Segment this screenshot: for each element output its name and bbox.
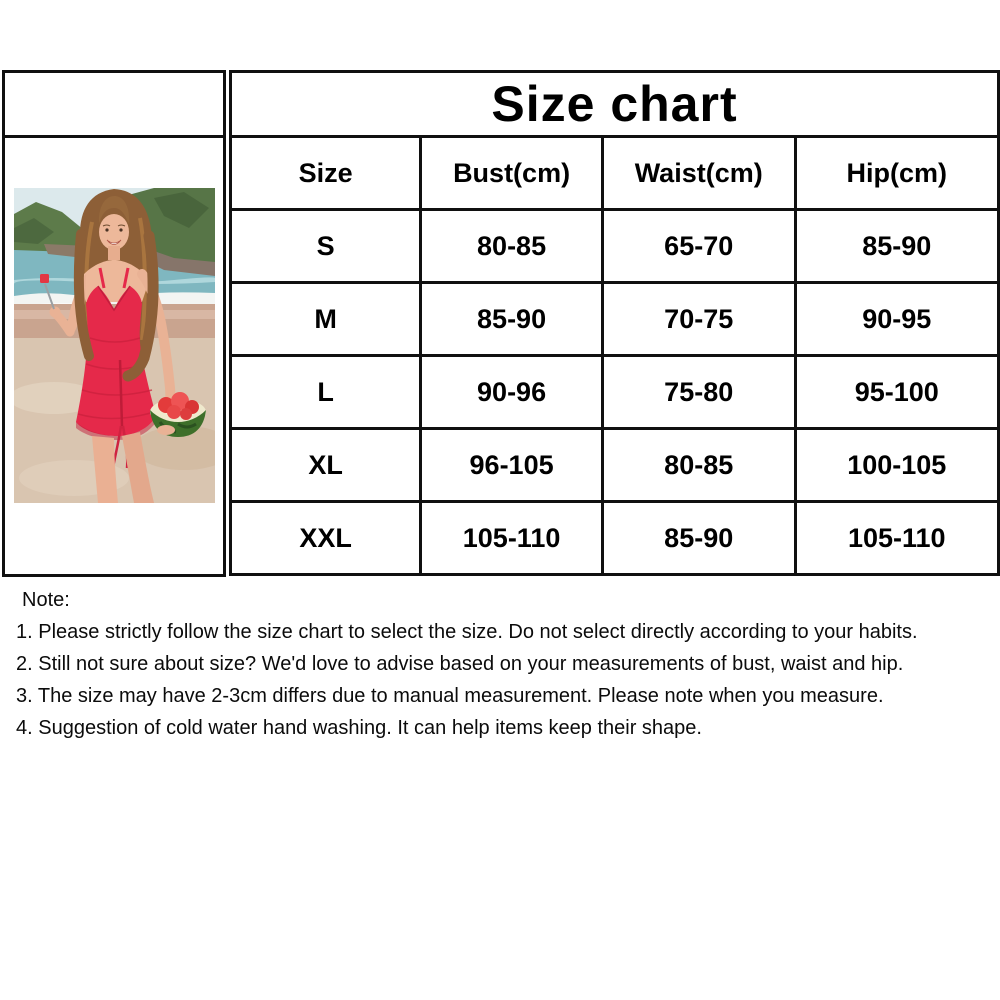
cell-waist: 70-75: [600, 281, 797, 357]
watermelon-cube: [40, 274, 49, 283]
note-item-1: 1. Please strictly follow the size chart…: [16, 621, 918, 643]
note-item-2: 2. Still not sure about size? We'd love …: [16, 653, 904, 675]
face: [98, 196, 130, 250]
cell-bust: 80-85: [419, 208, 604, 284]
product-photo-frame: [2, 70, 226, 577]
col-header-hip: Hip(cm): [793, 135, 1000, 211]
drawstring: [118, 359, 124, 427]
notes-section: Note: 1. Please strictly follow the size…: [16, 584, 1000, 744]
cell-size: XXL: [228, 500, 423, 576]
photo-frame-top-cell: [5, 73, 223, 138]
table-row: XL 96-105 80-85 100-105: [228, 427, 1000, 503]
product-photo: [14, 188, 215, 503]
cell-bust: 96-105: [419, 427, 604, 503]
cell-hip: 90-95: [793, 281, 1000, 357]
size-chart-title: Size chart: [229, 70, 1000, 138]
notes-label: Note:: [22, 589, 70, 611]
cell-bust: 90-96: [419, 354, 604, 430]
cell-size: XL: [228, 427, 423, 503]
cell-size: S: [228, 208, 423, 284]
table-row: M 85-90 70-75 90-95: [228, 281, 1000, 357]
cell-hip: 105-110: [793, 500, 1000, 576]
model: [40, 189, 206, 503]
beach-photo-illustration: [14, 188, 215, 503]
note-item-4: 4. Suggestion of cold water hand washing…: [16, 717, 702, 739]
cell-waist: 75-80: [600, 354, 797, 430]
size-chart-table: Size chart Size Bust(cm) Waist(cm) Hip(c…: [228, 70, 1000, 576]
watermelon-half: [150, 392, 206, 437]
table-row: S 80-85 65-70 85-90: [228, 208, 1000, 284]
legs: [92, 432, 154, 503]
note-item-3: 3. The size may have 2-3cm differs due t…: [16, 685, 884, 707]
col-header-size: Size: [228, 135, 423, 211]
cell-waist: 65-70: [600, 208, 797, 284]
col-header-bust: Bust(cm): [419, 135, 604, 211]
table-row: XXL 105-110 85-90 105-110: [228, 500, 1000, 576]
cell-bust: 85-90: [419, 281, 604, 357]
cell-size: L: [228, 354, 423, 430]
fork: [44, 283, 55, 310]
cell-size: M: [228, 281, 423, 357]
cell-bust: 105-110: [419, 500, 604, 576]
cell-hip: 100-105: [793, 427, 1000, 503]
cell-waist: 80-85: [600, 427, 797, 503]
cell-waist: 85-90: [600, 500, 797, 576]
table-row: L 90-96 75-80 95-100: [228, 354, 1000, 430]
cell-hip: 85-90: [793, 208, 1000, 284]
table-header-row: Size Bust(cm) Waist(cm) Hip(cm): [228, 135, 1000, 211]
cell-hip: 95-100: [793, 354, 1000, 430]
col-header-waist: Waist(cm): [600, 135, 797, 211]
